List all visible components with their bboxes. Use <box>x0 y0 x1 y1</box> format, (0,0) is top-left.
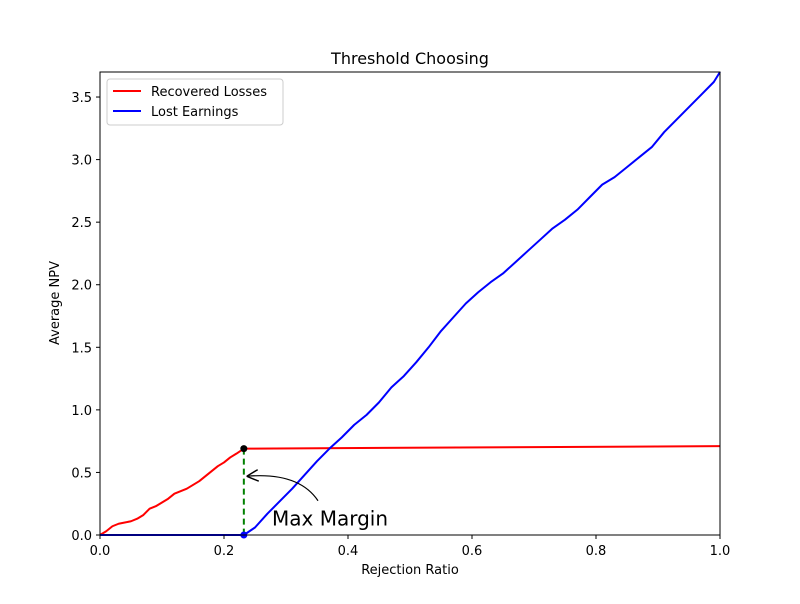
y-tick-label: 1.0 <box>71 404 92 419</box>
x-tick-label: 0.6 <box>462 544 483 559</box>
max-margin-top-marker <box>240 445 248 453</box>
x-tick-label: 1.0 <box>710 544 731 559</box>
x-tick-label: 0.0 <box>90 544 111 559</box>
y-tick-label: 2.5 <box>71 216 92 231</box>
y-tick-label: 1.5 <box>71 341 92 356</box>
max-margin-annotation-text: Max Margin <box>272 507 388 531</box>
x-tick-label: 0.4 <box>338 544 359 559</box>
x-axis-label: Rejection Ratio <box>361 563 459 578</box>
legend: Recovered Losses Lost Earnings <box>106 78 284 126</box>
y-tick-label: 3.5 <box>71 91 92 106</box>
x-tick-label: 0.2 <box>214 544 235 559</box>
y-tick-label: 2.0 <box>71 279 92 294</box>
max-margin-arrow <box>248 476 319 502</box>
chart-title: Threshold Choosing <box>330 49 489 68</box>
series-line-lost-earnings <box>100 71 721 536</box>
y-tick-label: 3.0 <box>71 154 92 169</box>
y-tick-label: 0.0 <box>71 529 92 544</box>
legend-label-recovered-losses: Recovered Losses <box>151 85 267 100</box>
legend-label-lost-earnings: Lost Earnings <box>151 105 239 120</box>
plot-area: 0.0 0.2 0.4 0.6 0.8 1.0 0.0 0.5 1.0 1.5 2.0 2.5 3.0 3… <box>71 71 731 559</box>
y-axis-label: Average NPV <box>48 261 63 345</box>
series-line-recovered-losses <box>99 445 721 536</box>
axes-frame <box>99 71 721 536</box>
legend-box <box>106 78 284 126</box>
x-tick-label: 0.8 <box>586 544 607 559</box>
y-tick-label: 0.5 <box>71 466 92 481</box>
